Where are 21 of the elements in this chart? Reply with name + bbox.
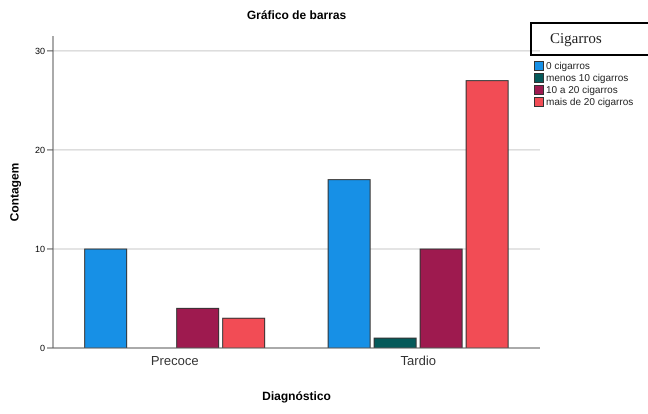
bar bbox=[176, 308, 220, 348]
bar bbox=[466, 80, 509, 348]
legend-label: menos 10 cigarros bbox=[546, 72, 628, 84]
legend-label: 0 cigarros bbox=[546, 60, 590, 72]
y-tick-label: 30 bbox=[34, 46, 45, 56]
y-axis-title: Contagem bbox=[7, 162, 22, 222]
y-tick-label: 0 bbox=[40, 343, 45, 354]
x-tick-label: Precoce bbox=[150, 353, 199, 368]
x-tick-label: Tardio bbox=[400, 353, 436, 368]
bar bbox=[84, 248, 128, 348]
y-tick-label: 20 bbox=[34, 145, 45, 156]
y-tick-label: 10 bbox=[34, 244, 45, 254]
legend-title: Cigarros bbox=[530, 22, 648, 56]
legend-label: mais de 20 cigarros bbox=[546, 96, 634, 108]
legend-label: 10 a 20 cigarros bbox=[546, 84, 618, 96]
bar bbox=[222, 318, 266, 348]
bar bbox=[374, 338, 417, 348]
bar bbox=[420, 248, 463, 348]
chart-title: Gráfico de barras bbox=[246, 8, 348, 22]
bar bbox=[328, 179, 371, 348]
x-axis-title: Diagnóstico bbox=[262, 389, 331, 403]
